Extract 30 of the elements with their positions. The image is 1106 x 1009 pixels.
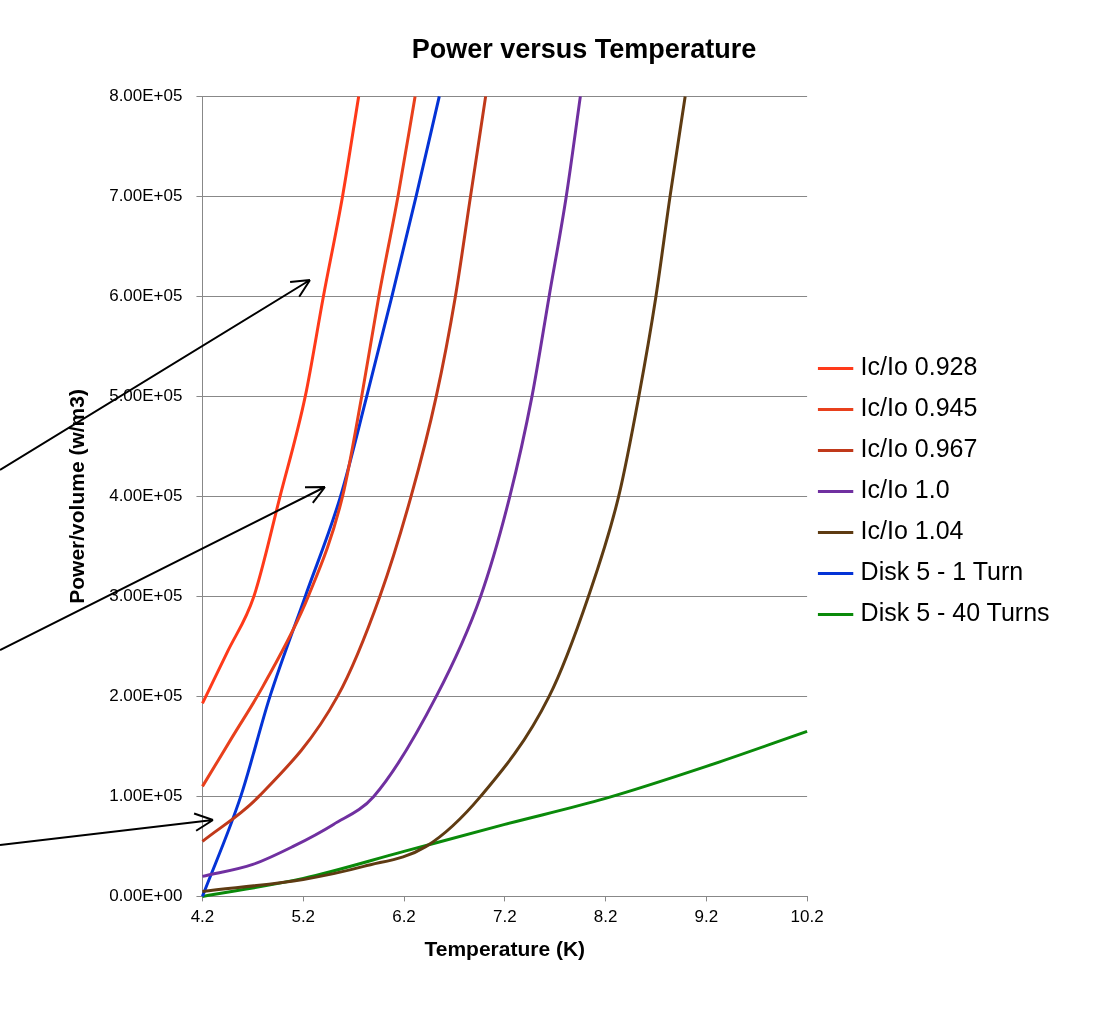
line-series [200, 94, 361, 705]
y-tick-label: 3.00E+05 [109, 586, 183, 606]
y-axis-title: Power/volume (w/m3) [65, 389, 89, 604]
y-tick-label: 8.00E+05 [109, 86, 183, 106]
x-tick-label: 5.2 [291, 907, 316, 927]
legend-label: Ic/Io 1.04 [860, 516, 964, 545]
y-tick-label: 1.00E+05 [109, 786, 183, 806]
x-tick-label: 10.2 [790, 907, 824, 927]
line-series [200, 94, 582, 878]
line-series [200, 94, 417, 788]
y-tick-label: 6.00E+05 [109, 286, 183, 306]
y-tick-label: 4.00E+05 [109, 486, 183, 506]
y-tick-label: 7.00E+05 [109, 186, 183, 206]
y-tick-label: 2.00E+05 [109, 686, 183, 706]
x-tick-label: 8.2 [593, 907, 618, 927]
x-tick-label: 7.2 [492, 907, 517, 927]
x-tick-label: 9.2 [694, 907, 719, 927]
x-tick-label: 4.2 [190, 907, 215, 927]
chart-title: Power versus Temperature [411, 33, 757, 64]
legend-label: Ic/Io 0.945 [860, 393, 978, 422]
legend-label: Ic/Io 0.967 [860, 434, 978, 463]
line-series [200, 94, 687, 893]
legend-label: Ic/Io 0.928 [860, 352, 978, 381]
y-tick-label: 0.00E+00 [109, 886, 183, 906]
legend-label: Disk 5 - 1 Turn [860, 557, 1024, 586]
x-tick-label: 6.2 [392, 907, 416, 927]
x-axis-title: Temperature (K) [424, 937, 586, 961]
legend-label: Disk 5 - 40 Turns [860, 598, 1050, 627]
legend-label: Ic/Io 1.0 [860, 475, 950, 504]
line-series [200, 94, 488, 843]
